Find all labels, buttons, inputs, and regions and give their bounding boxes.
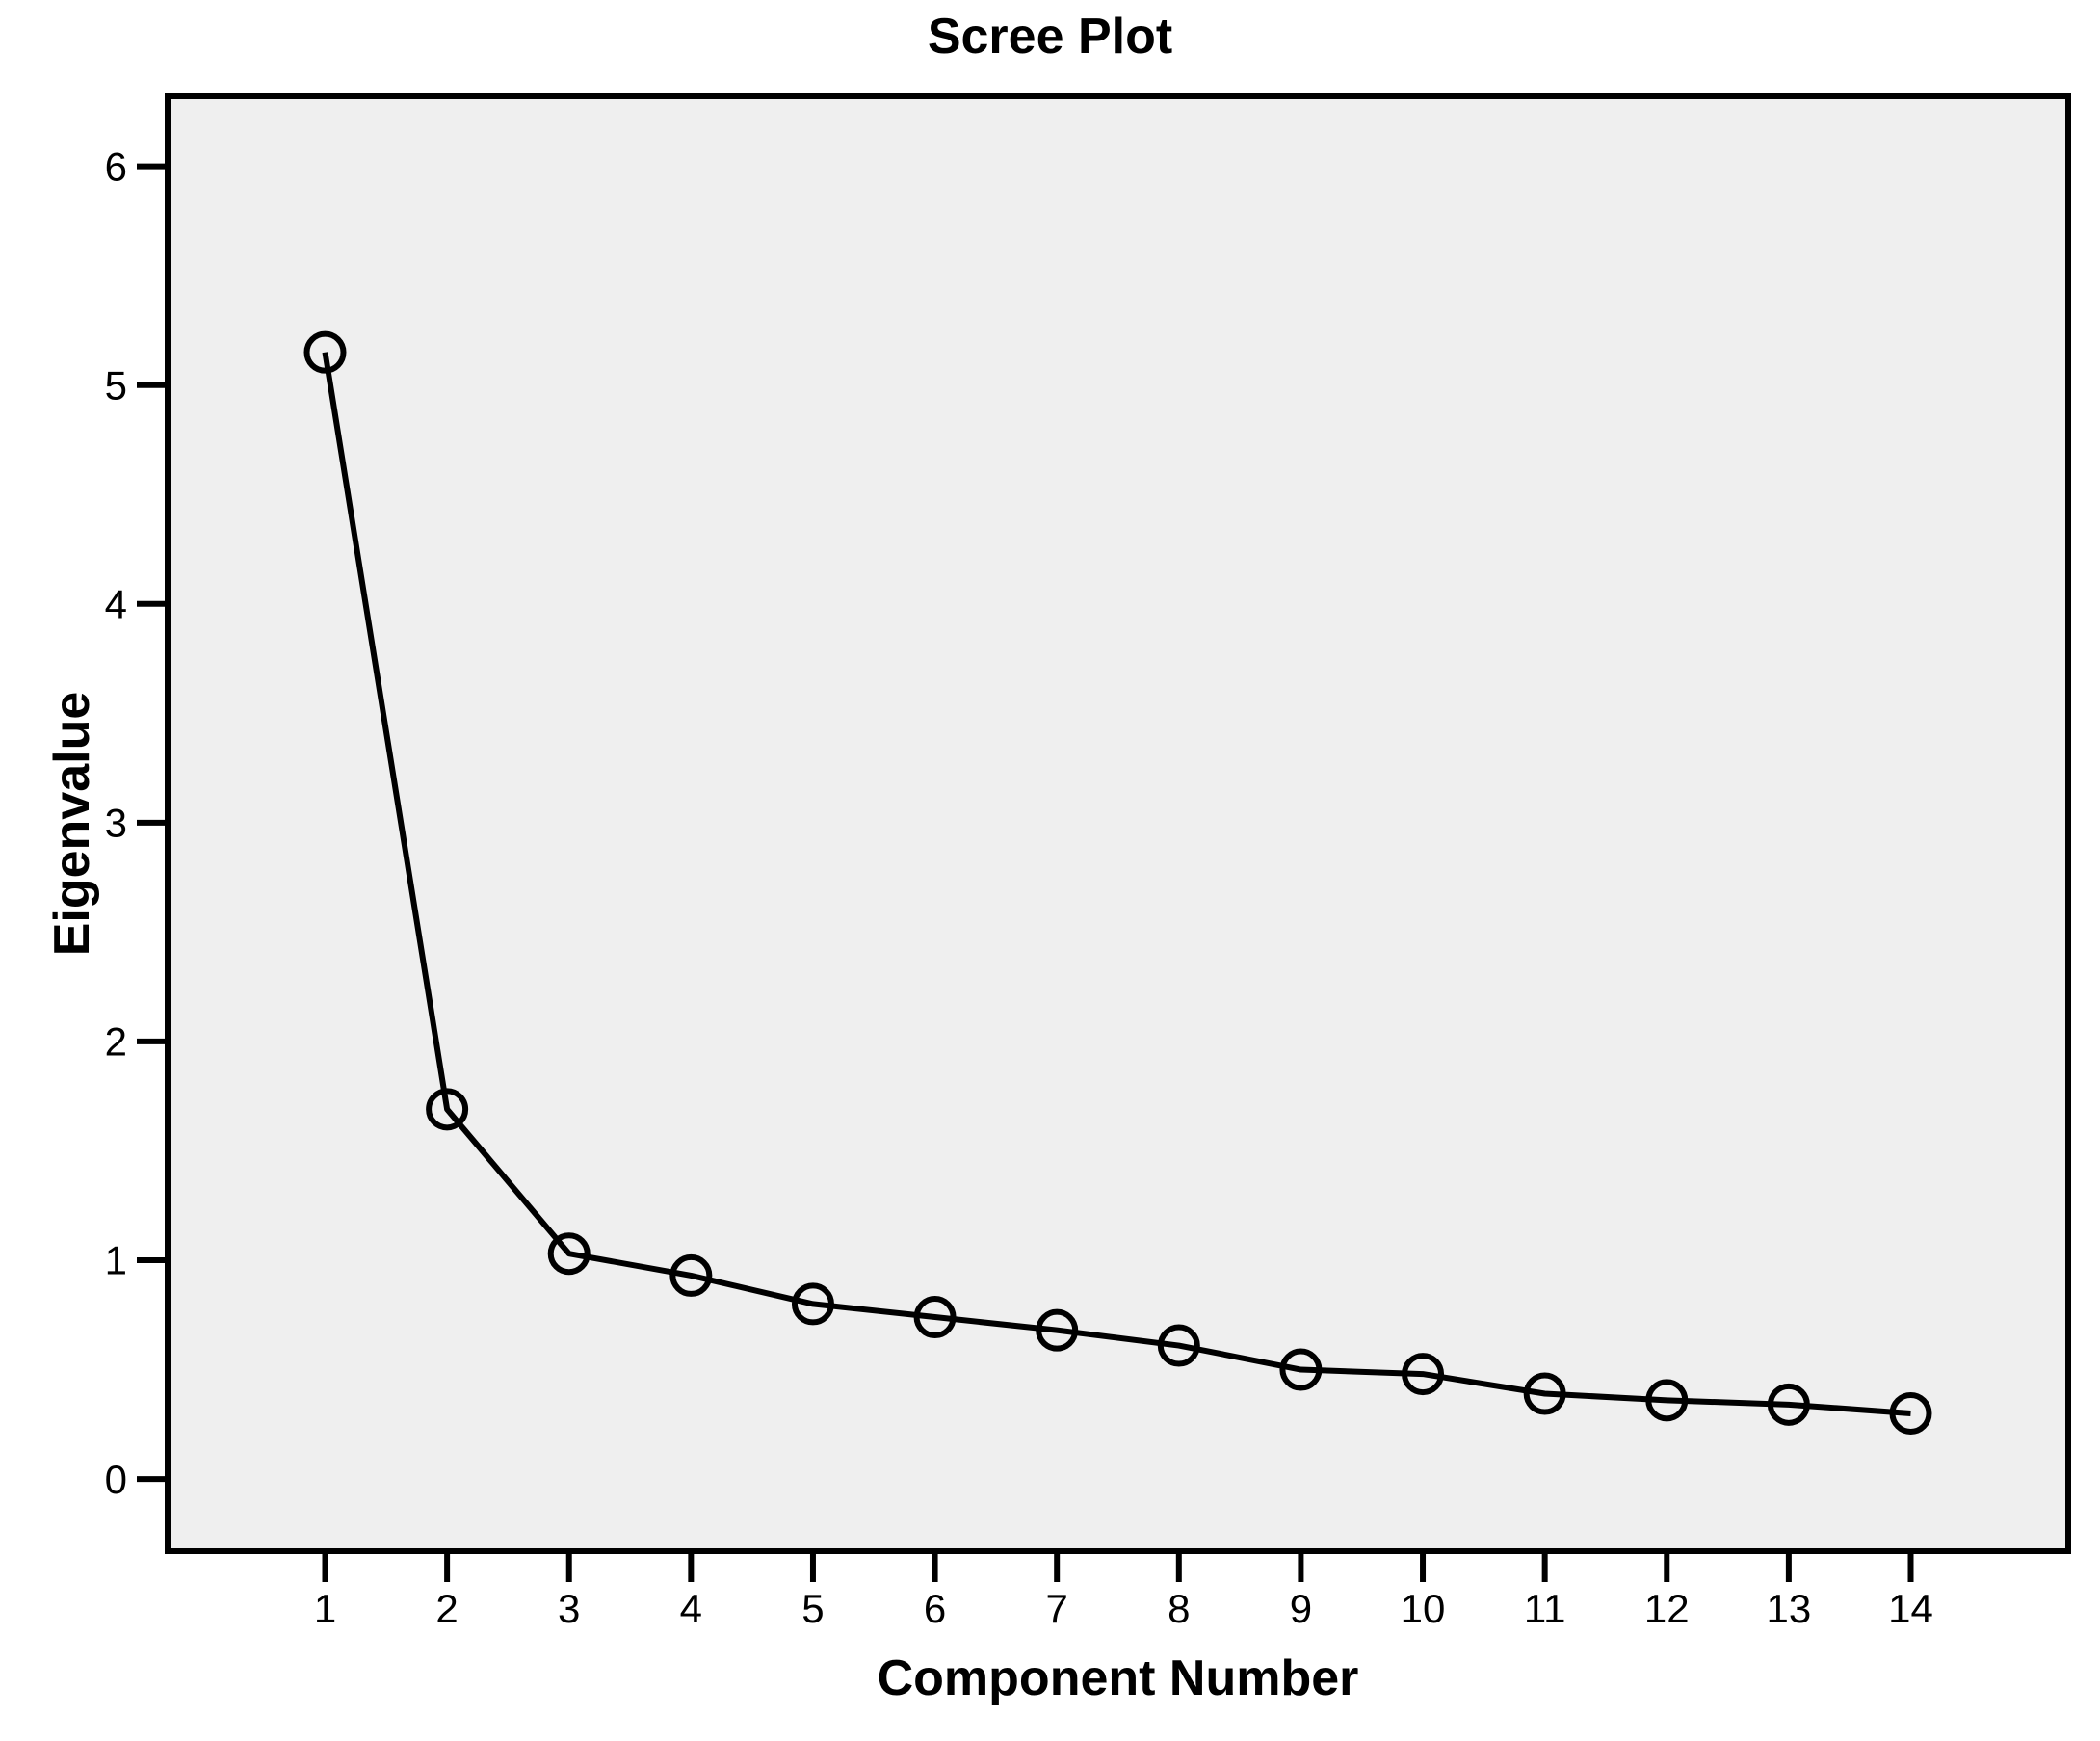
x-tick-label: 6 [924, 1586, 946, 1631]
y-tick-label: 4 [105, 581, 127, 626]
data-point-9 [1279, 1348, 1323, 1391]
x-tick-label: 12 [1644, 1586, 1690, 1631]
x-tick-label: 11 [1524, 1586, 1566, 1631]
x-tick-label: 2 [435, 1586, 458, 1631]
y-tick-label: 3 [105, 801, 127, 846]
x-tick-label: 1 [314, 1586, 336, 1631]
chart-title: Scree Plot [927, 9, 1173, 65]
data-point-1 [303, 330, 347, 374]
x-tick-label: 9 [1290, 1586, 1312, 1631]
y-tick-label: 6 [105, 144, 127, 189]
x-tick-label: 5 [801, 1586, 824, 1631]
data-point-4 [669, 1253, 713, 1297]
data-point-2 [426, 1088, 469, 1131]
data-point-5 [791, 1282, 834, 1326]
x-tick-label: 4 [680, 1586, 702, 1631]
data-point-8 [1157, 1324, 1200, 1367]
data-point-12 [1645, 1379, 1689, 1422]
data-point-13 [1767, 1383, 1810, 1426]
x-tick-label: 7 [1046, 1586, 1068, 1631]
x-tick-label: 13 [1767, 1586, 1812, 1631]
plot-frame [165, 93, 2071, 1554]
x-axis-title: Component Number [877, 1650, 1359, 1706]
data-point-10 [1402, 1353, 1445, 1396]
y-tick-label: 2 [105, 1019, 127, 1065]
data-point-11 [1523, 1372, 1566, 1415]
data-point-3 [547, 1232, 591, 1276]
y-tick-label: 1 [105, 1238, 127, 1283]
data-point-14 [1889, 1391, 1932, 1435]
data-point-6 [913, 1296, 957, 1339]
data-point-7 [1036, 1308, 1079, 1352]
x-tick-label: 10 [1401, 1586, 1446, 1631]
x-tick-label: 14 [1888, 1586, 1933, 1631]
y-tick-label: 5 [105, 362, 127, 408]
y-tick-label: 0 [105, 1457, 127, 1502]
x-tick-label: 8 [1168, 1586, 1190, 1631]
x-tick-label: 3 [558, 1586, 580, 1631]
